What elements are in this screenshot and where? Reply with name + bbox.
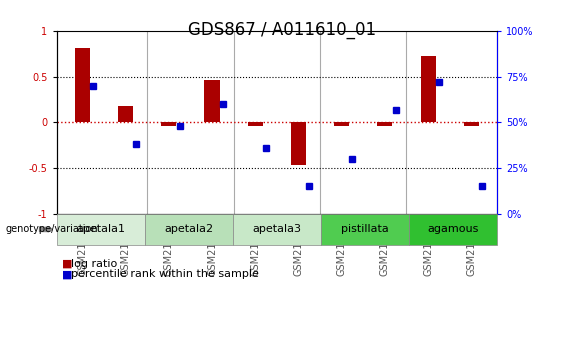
Text: apetala3: apetala3 — [253, 225, 301, 234]
Bar — [377, 122, 393, 126]
Bar — [464, 122, 479, 126]
Text: genotype/variation: genotype/variation — [6, 225, 98, 234]
Bar — [334, 122, 349, 126]
Text: percentile rank within the sample: percentile rank within the sample — [71, 269, 259, 279]
Text: apetala1: apetala1 — [76, 225, 125, 234]
Text: apetala2: apetala2 — [164, 225, 213, 234]
Text: ■: ■ — [62, 269, 73, 279]
Text: ■: ■ — [62, 259, 73, 269]
Bar — [291, 122, 306, 165]
Bar — [247, 122, 263, 126]
Text: GDS867 / A011610_01: GDS867 / A011610_01 — [189, 21, 376, 39]
Bar — [75, 48, 90, 122]
Bar — [161, 122, 176, 126]
Bar — [420, 56, 436, 122]
Text: pistillata: pistillata — [341, 225, 389, 234]
Text: log ratio: log ratio — [71, 259, 117, 269]
Text: agamous: agamous — [428, 225, 479, 234]
Bar — [118, 106, 133, 122]
Bar — [205, 80, 220, 122]
